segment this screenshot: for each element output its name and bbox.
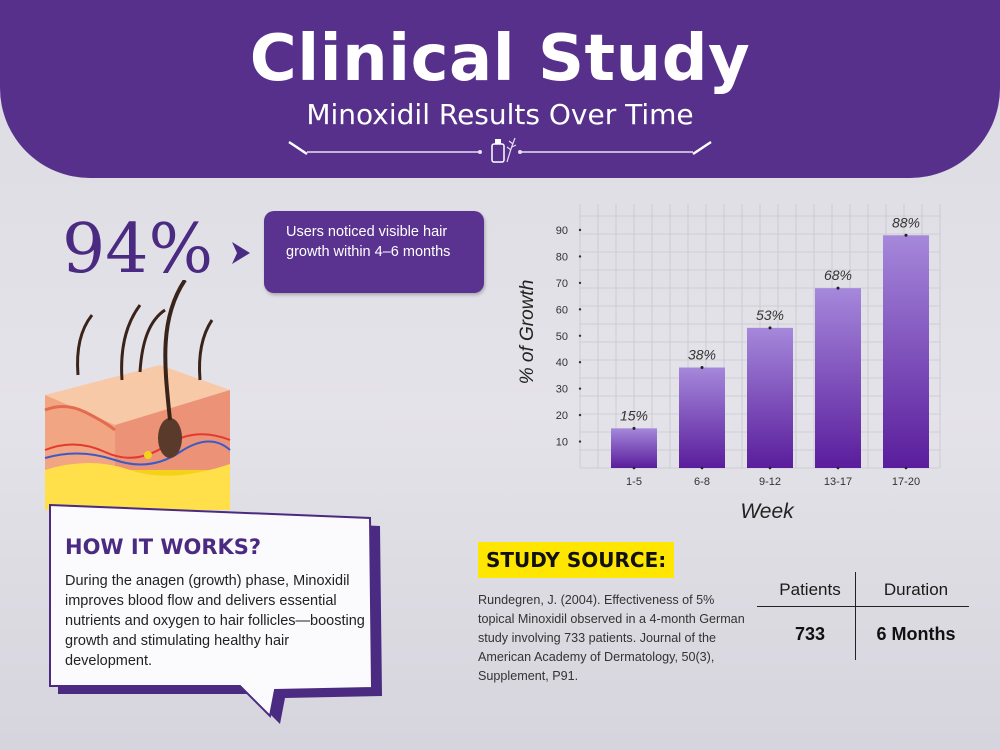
study-stats-table: Patients Duration 733 6 Months: [757, 572, 969, 662]
header-banner: Clinical Study Minoxidil Results Over Ti…: [0, 0, 1000, 178]
y-tick-label: 50: [556, 331, 568, 343]
callout-text: Users noticed visible hair growth within…: [286, 224, 451, 260]
y-tick-label: 60: [556, 304, 568, 316]
growth-stat: 94%: [62, 210, 214, 289]
how-it-works-panel: [49, 503, 382, 724]
y-tick-mark: [578, 361, 582, 364]
data-label: 15%: [620, 407, 648, 423]
y-tick-mark: [578, 440, 582, 443]
data-label: 68%: [824, 267, 852, 283]
bar-top-dot: [904, 233, 908, 237]
x-tick-mark: [836, 466, 840, 470]
data-label: 88%: [892, 214, 920, 230]
y-tick-mark: [578, 413, 582, 417]
bar: [815, 288, 861, 468]
bar-top-dot: [836, 286, 840, 290]
bar-top-dot: [700, 366, 704, 370]
y-tick-mark: [578, 281, 582, 285]
page-subtitle: Minoxidil Results Over Time: [306, 98, 694, 131]
skin-hair-follicle-illustration: [44, 280, 231, 510]
table-divider: [855, 572, 856, 660]
study-source-badge: STUDY SOURCE:: [478, 542, 675, 578]
y-tick-label: 10: [556, 437, 568, 449]
study-citation: Rundegren, J. (2004). Effectiveness of 5…: [478, 593, 745, 683]
data-label: 53%: [756, 307, 784, 323]
x-tick-mark: [768, 466, 772, 470]
bar: [679, 367, 725, 468]
y-axis-label: % of Growth: [517, 280, 538, 385]
arrow-right-icon: [232, 242, 250, 264]
bar: [883, 235, 929, 468]
growth-bar-chart: 10 20 30 40 50 60 70 80 90 15% 1-5 38% 6-8 53% 9-12 68%…: [517, 204, 941, 523]
y-tick-mark: [578, 255, 582, 258]
y-tick-label: 90: [556, 225, 568, 237]
data-label: 38%: [688, 347, 716, 363]
bar: [611, 428, 657, 468]
y-tick-mark: [578, 387, 582, 390]
x-tick-mark: [632, 466, 636, 470]
y-tick-label: 80: [556, 251, 568, 263]
bar-top-dot: [768, 326, 772, 330]
y-tick-mark: [578, 228, 582, 232]
bar-top-dot: [632, 426, 636, 430]
table-divider: [757, 606, 969, 607]
x-tick-label: 6-8: [694, 476, 710, 488]
x-tick-label: 9-12: [759, 476, 781, 488]
x-tick-mark: [904, 466, 908, 470]
x-tick-label: 17-20: [892, 476, 920, 488]
x-tick-label: 13-17: [824, 476, 852, 488]
x-axis-label: Week: [740, 500, 795, 523]
y-tick-label: 20: [556, 410, 568, 422]
duration-header: Duration: [883, 580, 949, 599]
y-tick-label: 40: [556, 357, 568, 369]
x-tick-label: 1-5: [626, 476, 642, 488]
ornament-divider-icon: [288, 137, 712, 163]
duration-value: 6 Months: [876, 624, 956, 644]
bar: [747, 327, 793, 468]
patients-value: 733: [794, 624, 826, 644]
patients-header: Patients: [779, 580, 841, 599]
y-tick-mark: [578, 334, 582, 337]
y-tick-label: 30: [556, 384, 568, 396]
x-tick-mark: [700, 466, 704, 470]
page-title: Clinical Study: [249, 22, 751, 96]
y-tick-label: 70: [556, 278, 568, 290]
how-it-works-text: During the anagen (growth) phase, Minoxi…: [65, 573, 365, 669]
y-tick-mark: [578, 308, 582, 311]
callout-box: Users noticed visible hair growth within…: [264, 211, 484, 293]
how-it-works-title: HOW IT WORKS?: [65, 535, 262, 559]
